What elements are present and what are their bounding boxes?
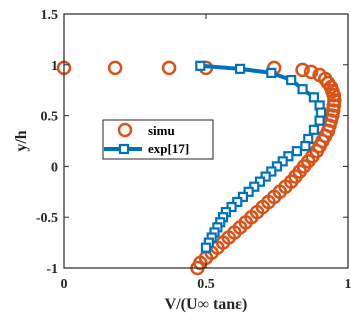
y-tick-label: 1.5: [41, 8, 59, 23]
exp-point: [315, 107, 327, 118]
exp-point: [266, 67, 277, 79]
exp-point: [308, 92, 320, 103]
simu-point: [303, 64, 319, 80]
simu-point: [326, 98, 342, 113]
exp-point: [291, 146, 302, 157]
exp-point: [297, 84, 308, 95]
simu-point: [107, 60, 123, 76]
y-tick-label: -0.5: [36, 211, 58, 226]
legend-label-simu: simu: [148, 123, 175, 138]
y-axis-label: y/h: [13, 130, 30, 151]
chart-marks: [56, 60, 342, 276]
exp-point: [286, 74, 297, 86]
simu-point: [327, 93, 342, 108]
exp-point: [300, 140, 311, 152]
simu-point: [326, 88, 342, 103]
x-tick-label: 0.5: [197, 277, 215, 292]
axis-ticks: 0 0.5 1 -1 -0.5 0 0.5 1 1.5: [36, 8, 351, 292]
y-tick-label: 0.5: [41, 110, 59, 125]
exp-point: [308, 124, 320, 135]
legend-marker-exp: [118, 143, 130, 155]
legend-label-exp: exp[17]: [148, 141, 189, 156]
y-tick-label: 0: [51, 160, 58, 175]
exp-point: [234, 63, 246, 74]
x-axis-label: V/(U∞ tanε): [165, 296, 248, 313]
y-tick-label: -1: [46, 262, 58, 277]
exp-point: [200, 242, 212, 253]
x-tick-label: 1: [345, 277, 351, 292]
exp-point: [195, 60, 206, 71]
legend-marker-simu: [117, 122, 133, 138]
legend: simu exp[17]: [102, 119, 214, 160]
exp-point: [314, 115, 325, 126]
y-tick-label: 1: [51, 59, 58, 74]
simu-point: [161, 60, 177, 76]
x-tick-label: 0: [61, 277, 68, 292]
simu-point: [295, 62, 310, 78]
